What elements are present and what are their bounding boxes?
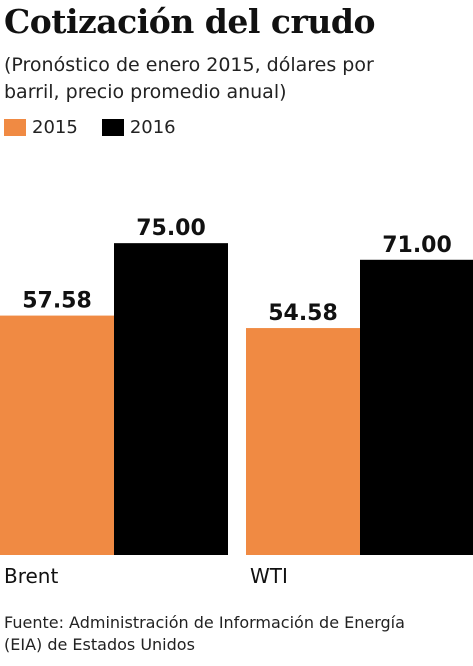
value-label-wti-2016: 71.00 xyxy=(382,233,452,258)
legend-swatch-2016 xyxy=(101,119,124,136)
value-label-brent-2016: 75.00 xyxy=(136,216,206,241)
chart-title: Cotización del crudo xyxy=(4,2,375,41)
bar-brent-2015 xyxy=(0,315,114,555)
bar-wti-2016 xyxy=(360,259,473,555)
bar-brent-2016 xyxy=(114,243,228,555)
source-note: Fuente: Administración de Información de… xyxy=(4,613,405,654)
bar-chart: 57.58 75.00 Brent 54.58 71.00 WTI xyxy=(0,216,473,588)
legend-item-2015: 2015 xyxy=(4,117,78,138)
bar-wti-2015 xyxy=(246,328,360,555)
category-label-brent: Brent xyxy=(4,564,58,588)
legend-item-2016: 2016 xyxy=(101,117,176,138)
value-label-brent-2015: 57.58 xyxy=(22,289,92,314)
value-label-wti-2015: 54.58 xyxy=(268,301,338,326)
category-label-wti: WTI xyxy=(250,564,288,588)
legend-label-2016: 2016 xyxy=(129,117,176,138)
legend: 2015 2016 xyxy=(4,117,200,138)
legend-swatch-2015 xyxy=(4,119,26,136)
chart-subtitle: (Pronóstico de enero 2015, dólares por b… xyxy=(4,54,374,103)
legend-label-2015: 2015 xyxy=(32,117,78,138)
